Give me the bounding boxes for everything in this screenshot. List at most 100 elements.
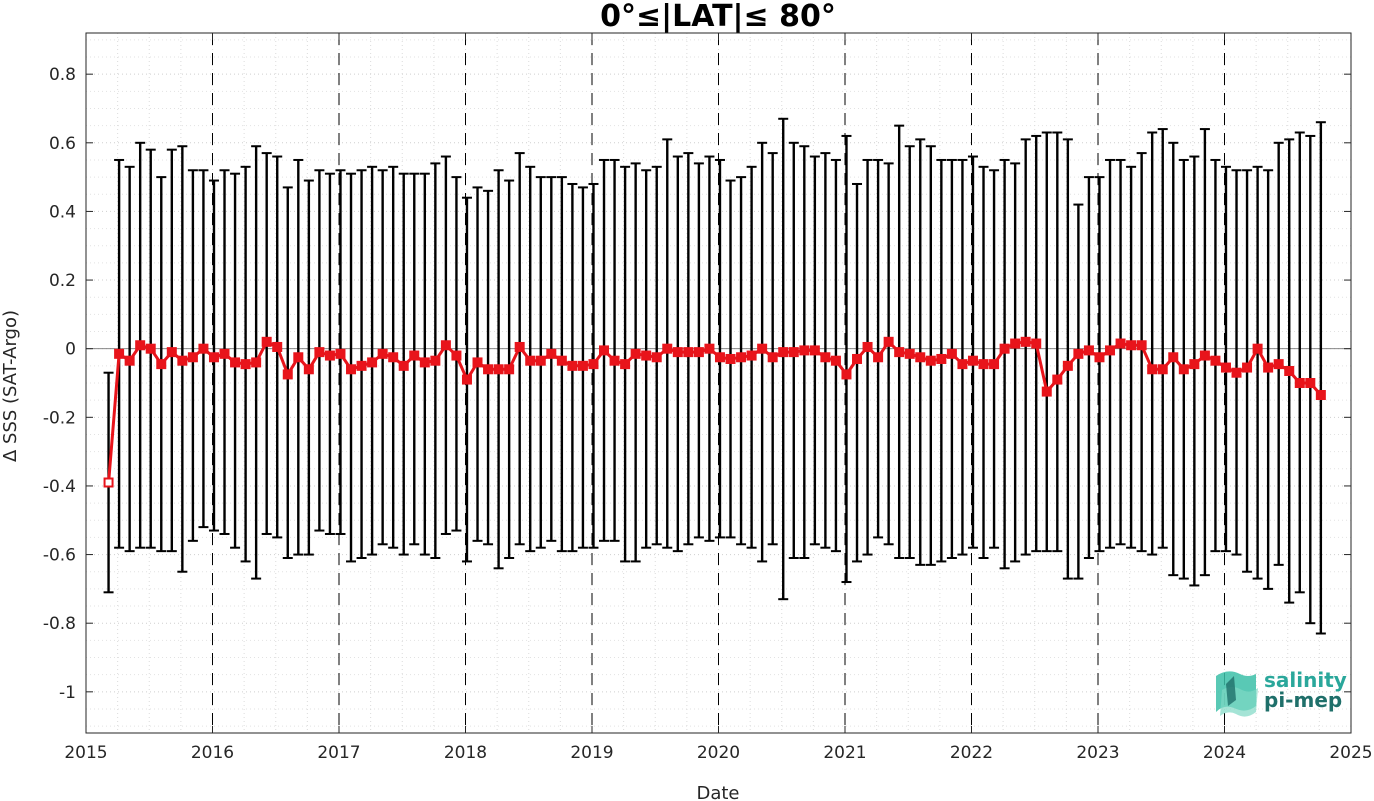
- data-point: [1220, 362, 1231, 373]
- data-point: [166, 347, 177, 358]
- y-tick-label: -0.8: [43, 614, 76, 634]
- logo-text-salinity: salinity: [1264, 668, 1347, 692]
- data-point: [915, 352, 926, 363]
- data-point: [1073, 348, 1084, 359]
- series: [103, 336, 1326, 488]
- data-point: [809, 345, 820, 356]
- data-point: [409, 350, 420, 361]
- data-point: [103, 477, 114, 488]
- y-tick-label: -0.2: [43, 408, 76, 428]
- x-tick-label: 2022: [950, 743, 993, 763]
- data-point: [989, 359, 1000, 370]
- data-point: [577, 360, 588, 371]
- data-point: [693, 347, 704, 358]
- data-point: [1252, 343, 1263, 354]
- data-point: [1041, 386, 1052, 397]
- data-point: [609, 355, 620, 366]
- chart-title: 0°≤|LAT|≤ 80°: [600, 0, 836, 34]
- data-point: [525, 355, 536, 366]
- data-point: [1284, 365, 1295, 376]
- x-tick-label: 2015: [64, 743, 107, 763]
- data-point: [1242, 362, 1253, 373]
- y-tick-label: -0.4: [43, 477, 76, 497]
- data-point: [746, 350, 757, 361]
- data-point: [556, 355, 567, 366]
- data-point: [240, 359, 251, 370]
- data-point: [704, 343, 715, 354]
- data-point: [398, 360, 409, 371]
- x-tick-label: 2016: [191, 743, 234, 763]
- data-point: [1147, 364, 1158, 375]
- data-point: [714, 352, 725, 363]
- data-point: [1083, 345, 1094, 356]
- data-point: [1168, 352, 1179, 363]
- data-point: [757, 343, 768, 354]
- data-point: [883, 336, 894, 347]
- data-point: [1189, 359, 1200, 370]
- y-tick-label: 0.2: [49, 271, 76, 291]
- data-point: [1263, 362, 1274, 373]
- data-point: [440, 340, 451, 351]
- data-point: [841, 369, 852, 380]
- data-point: [1105, 345, 1116, 356]
- data-point: [904, 348, 915, 359]
- data-point: [1020, 336, 1031, 347]
- data-point: [388, 352, 399, 363]
- data-point: [219, 348, 230, 359]
- data-point: [293, 352, 304, 363]
- data-point: [493, 364, 504, 375]
- data-point: [1315, 390, 1326, 401]
- data-point: [187, 352, 198, 363]
- data-point: [852, 353, 863, 364]
- y-tick-label: 0.4: [49, 202, 76, 222]
- data-point: [799, 345, 810, 356]
- y-tick-label: -1: [59, 683, 76, 703]
- y-tick-label: -0.6: [43, 546, 76, 566]
- x-tick-label: 2023: [1076, 743, 1119, 763]
- x-tick-label: 2018: [444, 743, 487, 763]
- data-point: [1094, 352, 1105, 363]
- data-point: [599, 345, 610, 356]
- data-point: [451, 350, 462, 361]
- data-point: [1115, 338, 1126, 349]
- data-point: [282, 369, 293, 380]
- data-point: [1305, 378, 1316, 388]
- data-point: [1052, 374, 1063, 385]
- data-point: [303, 364, 314, 375]
- data-point: [925, 355, 936, 366]
- data-point: [641, 350, 652, 361]
- wave-logo-icon: [1216, 671, 1258, 717]
- data-point: [346, 364, 357, 375]
- data-point: [208, 352, 219, 363]
- data-point: [1031, 338, 1042, 349]
- data-point: [156, 359, 167, 370]
- data-point: [261, 336, 272, 347]
- data-point: [1199, 350, 1210, 361]
- data-point: [535, 355, 546, 366]
- data-point: [1178, 364, 1189, 375]
- data-point: [957, 359, 968, 370]
- data-point: [978, 359, 989, 370]
- data-point: [430, 355, 441, 366]
- x-tick-label: 2024: [1203, 743, 1246, 763]
- series-line: [107, 339, 1323, 483]
- y-tick-label: 0: [65, 340, 76, 360]
- data-point: [251, 357, 262, 368]
- data-point: [1210, 355, 1221, 366]
- data-point: [567, 360, 578, 371]
- data-point: [114, 348, 125, 359]
- data-point: [314, 347, 325, 358]
- x-tick-label: 2019: [570, 743, 613, 763]
- data-point: [1136, 340, 1147, 351]
- data-point: [1294, 378, 1305, 388]
- data-point: [367, 357, 378, 368]
- data-point: [198, 343, 209, 354]
- data-point: [999, 343, 1010, 354]
- data-point: [820, 352, 831, 363]
- data-point: [472, 357, 483, 368]
- data-point: [514, 341, 525, 352]
- data-point: [788, 347, 799, 358]
- data-point: [778, 347, 789, 358]
- data-point: [546, 348, 557, 359]
